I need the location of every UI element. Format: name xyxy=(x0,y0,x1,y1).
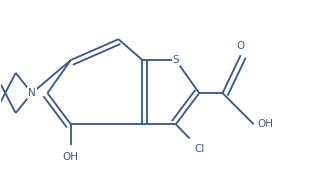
Text: Cl: Cl xyxy=(194,144,205,153)
Text: N: N xyxy=(28,88,36,98)
Text: OH: OH xyxy=(63,152,79,162)
Text: S: S xyxy=(172,55,179,65)
Text: O: O xyxy=(237,41,245,51)
Text: OH: OH xyxy=(258,119,274,129)
